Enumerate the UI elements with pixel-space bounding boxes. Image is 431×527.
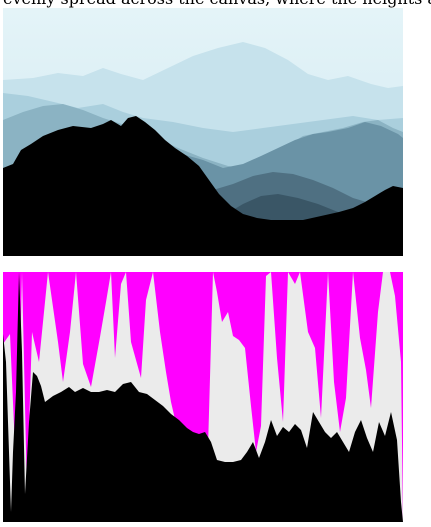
page-intro-text: evenly spread across the canvas, where t… [3,0,431,8]
dark-silhouette-area [3,272,403,522]
heightmap-canvas-drawing [3,272,403,522]
foreground-silhouette [3,116,403,256]
heightmap-canvas [3,272,403,522]
mountain-photo-image [3,8,403,256]
mountain-photo [3,8,403,256]
